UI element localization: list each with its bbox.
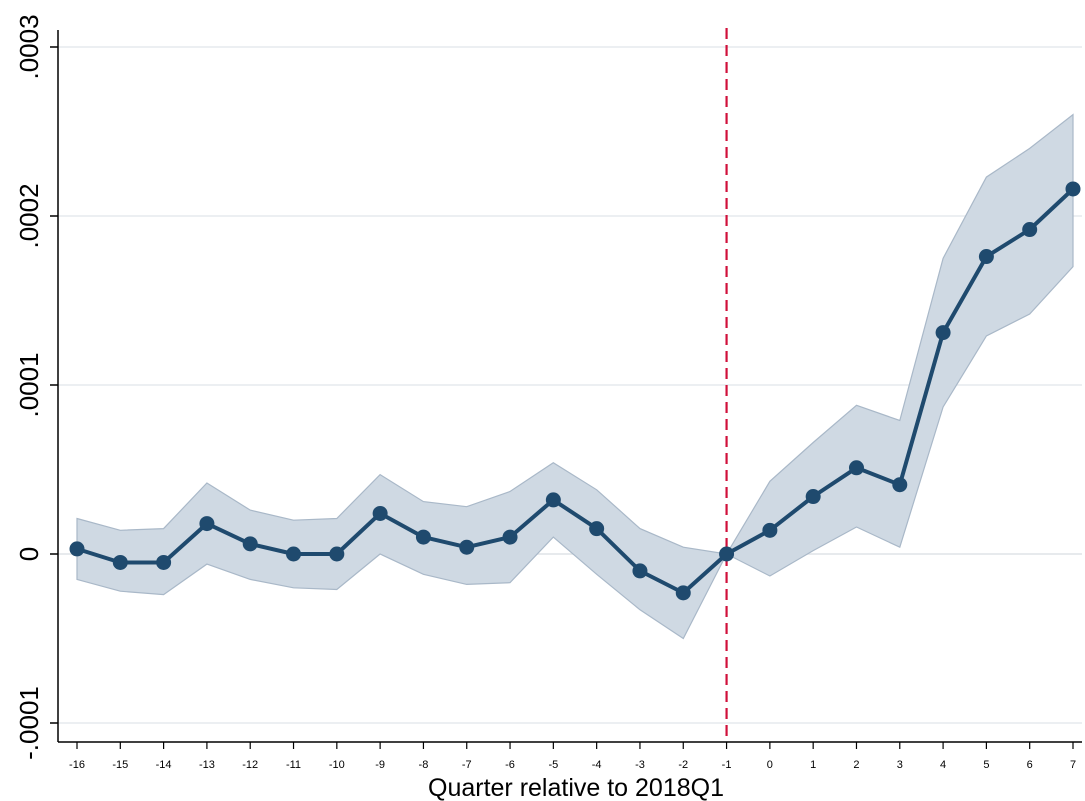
x-tick-label-13: -3	[635, 759, 645, 771]
x-tick-label-4: -12	[242, 759, 258, 771]
data-point-2	[848, 460, 864, 476]
x-tick-label-6: -10	[329, 759, 345, 771]
x-tick-label-15: -1	[722, 759, 732, 771]
x-tick-label-1: -15	[112, 759, 128, 771]
data-point--10	[329, 546, 345, 562]
confidence-band	[76, 113, 1074, 640]
x-tick-label-7: -9	[375, 759, 385, 771]
data-point--9	[372, 505, 388, 521]
y-tick-label-0: -.0001	[14, 686, 44, 760]
x-tick-label-0: -16	[69, 759, 85, 771]
x-tick-label-22: 6	[1027, 759, 1033, 771]
x-tick-label-2: -14	[156, 759, 172, 771]
data-point-0	[762, 522, 778, 538]
x-tick-label-10: -6	[505, 759, 515, 771]
y-tick-label-1: 0	[14, 547, 44, 561]
x-tick-label-18: 2	[853, 759, 859, 771]
x-tick-label-20: 4	[940, 759, 946, 771]
x-tick-label-3: -13	[199, 759, 215, 771]
x-tick-label-21: 5	[983, 759, 989, 771]
y-tick-label-3: .0002	[14, 183, 44, 248]
data-point--2	[675, 585, 691, 601]
x-axis-title: Quarter relative to 2018Q1	[428, 774, 724, 801]
data-point--5	[545, 492, 561, 508]
x-tick-label-11: -5	[548, 759, 558, 771]
data-point--4	[589, 521, 605, 537]
x-tick-label-5: -11	[286, 759, 301, 771]
data-point-3	[892, 477, 908, 493]
data-point--6	[502, 529, 518, 545]
data-point-1	[805, 489, 821, 505]
x-tick-label-12: -4	[592, 759, 602, 771]
x-tick-label-14: -2	[678, 759, 688, 771]
x-tick-label-19: 3	[897, 759, 903, 771]
y-ticks: -.0001 0 .0001 .0002 .0003	[14, 14, 58, 760]
data-point--16	[69, 541, 85, 557]
series-points	[69, 181, 1081, 601]
data-point--7	[459, 539, 475, 555]
data-point-6	[1022, 222, 1038, 238]
x-tick-label-9: -7	[462, 759, 472, 771]
x-tick-label-23: 7	[1070, 759, 1076, 771]
x-tick-label-8: -8	[419, 759, 429, 771]
series-line	[76, 187, 1075, 595]
data-point--13	[199, 516, 215, 532]
data-point--14	[156, 554, 172, 570]
x-tick-label-17: 1	[810, 759, 816, 771]
data-point-7	[1065, 181, 1081, 197]
y-tick-label-4: .0003	[14, 14, 44, 79]
x-ticks: -16 -15 -14 -13 -12 -11 -10 -9 -8 -7 -6 -5 -4 -3 -2 -1 0…	[69, 742, 1076, 771]
data-point-5	[978, 249, 994, 265]
data-point--8	[415, 529, 431, 545]
axes	[57, 30, 1082, 743]
data-point--12	[242, 536, 258, 552]
data-point--15	[112, 554, 128, 570]
x-tick-label-16: 0	[767, 759, 773, 771]
data-point-4	[935, 325, 951, 341]
data-point--1	[719, 546, 735, 562]
data-point--3	[632, 563, 648, 579]
data-point--11	[286, 546, 302, 562]
y-tick-label-2: .0001	[14, 352, 44, 417]
